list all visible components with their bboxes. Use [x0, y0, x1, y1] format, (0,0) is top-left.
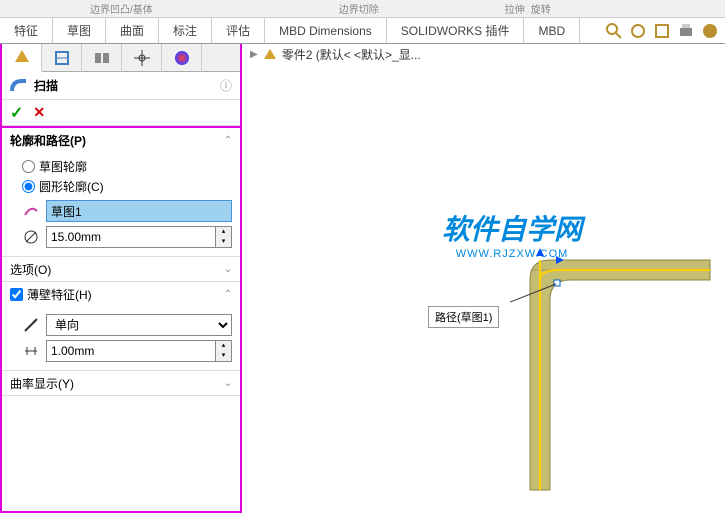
zoom-icon[interactable]: [629, 22, 647, 40]
spin-up[interactable]: ▴: [216, 341, 231, 351]
part-name[interactable]: 零件2 (默认< <默认>_显...: [282, 46, 421, 63]
direction-select[interactable]: 单向: [46, 314, 232, 336]
path-icon: [22, 202, 40, 220]
chevron-up-icon: ⌃: [224, 135, 232, 146]
thickness-spinner[interactable]: ▴▾: [46, 340, 232, 362]
arrow-icon[interactable]: ▶: [250, 49, 258, 60]
toolbar-hint: 拉伸: [505, 1, 525, 16]
section-thinwall: 薄壁特征(H)⌃ 单向 ▴▾: [2, 282, 240, 371]
path-callout[interactable]: 路径(草图1): [428, 306, 499, 328]
swept-pipe-preview: [510, 240, 725, 500]
disabled-toolbar: 边界凹凸/基体 边界切除 拉伸 旋转: [0, 0, 725, 18]
help-icon[interactable]: ⓘ: [220, 77, 232, 94]
confirm-row: ✓ ✕: [2, 100, 240, 126]
tab-evaluate[interactable]: 评估: [212, 18, 265, 43]
section-profile-path: 轮廓和路径(P)⌃ 草图轮廓 圆形轮廓(C) ▴▾: [2, 128, 240, 257]
property-panel: 扫描 ⓘ ✓ ✕ 轮廓和路径(P)⌃ 草图轮廓 圆形轮廓(C): [0, 44, 242, 513]
section-head-options[interactable]: 选项(O)⌄: [2, 257, 240, 281]
section-head-thinwall[interactable]: 薄壁特征(H)⌃: [2, 282, 240, 306]
tab-features[interactable]: 特征: [0, 18, 53, 43]
section-head-curvature[interactable]: 曲率显示(Y)⌄: [2, 371, 240, 395]
direction-icon: [22, 316, 40, 334]
print-icon[interactable]: [677, 22, 695, 40]
section-curvature: 曲率显示(Y)⌄: [2, 371, 240, 396]
ok-button[interactable]: ✓: [10, 103, 23, 123]
toolbar-hint: 旋转: [531, 1, 551, 16]
radio-circular-profile[interactable]: [22, 180, 35, 193]
palette-icon[interactable]: [701, 22, 719, 40]
tab-mbd-dim[interactable]: MBD Dimensions: [265, 18, 387, 43]
path-input[interactable]: [46, 200, 232, 222]
spin-down[interactable]: ▾: [216, 351, 231, 361]
tab-sketch[interactable]: 草图: [53, 18, 106, 43]
section-options: 选项(O)⌄: [2, 257, 240, 282]
tab-mbd[interactable]: MBD: [524, 18, 580, 43]
search-icon[interactable]: [605, 22, 623, 40]
breadcrumb: ▶ 零件2 (默认< <默认>_显...: [250, 46, 421, 63]
panel-tab-feature[interactable]: [2, 44, 42, 72]
3d-viewport[interactable]: ▶ 零件2 (默认< <默认>_显... 软件自学网 WWW.RJZXW.COM…: [242, 44, 725, 513]
spin-down[interactable]: ▾: [216, 237, 231, 247]
ribbon-tabs: 特征 草图 曲面 标注 评估 MBD Dimensions SOLIDWORKS…: [0, 18, 725, 44]
radio-sketch-profile[interactable]: [22, 160, 35, 173]
tab-surface[interactable]: 曲面: [106, 18, 159, 43]
cancel-button[interactable]: ✕: [33, 104, 45, 121]
toolbar-hint: 边界切除: [339, 1, 379, 16]
panel-tab-display[interactable]: [82, 44, 122, 72]
tab-annotate[interactable]: 标注: [159, 18, 212, 43]
thickness-icon: [22, 342, 40, 360]
part-icon: [262, 47, 278, 63]
thinwall-checkbox[interactable]: [10, 288, 23, 301]
feature-header: 扫描 ⓘ: [2, 72, 240, 100]
section-head-profile[interactable]: 轮廓和路径(P)⌃: [2, 128, 240, 152]
chevron-down-icon: ⌄: [224, 378, 232, 389]
feature-title: 扫描: [34, 77, 58, 94]
chevron-up-icon: ⌃: [224, 289, 232, 300]
box-icon[interactable]: [653, 22, 671, 40]
panel-tab-appearance[interactable]: [162, 44, 202, 72]
sweep-icon: [10, 77, 28, 95]
panel-tab-origin[interactable]: [122, 44, 162, 72]
diameter-icon: [22, 228, 40, 246]
tab-sw-addin[interactable]: SOLIDWORKS 插件: [387, 18, 525, 43]
panel-tab-row: [2, 44, 240, 72]
diameter-spinner[interactable]: ▴▾: [46, 226, 232, 248]
spin-up[interactable]: ▴: [216, 227, 231, 237]
panel-tab-config[interactable]: [42, 44, 82, 72]
toolbar-hint: 边界凹凸/基体: [90, 1, 153, 16]
chevron-down-icon: ⌄: [224, 264, 232, 275]
